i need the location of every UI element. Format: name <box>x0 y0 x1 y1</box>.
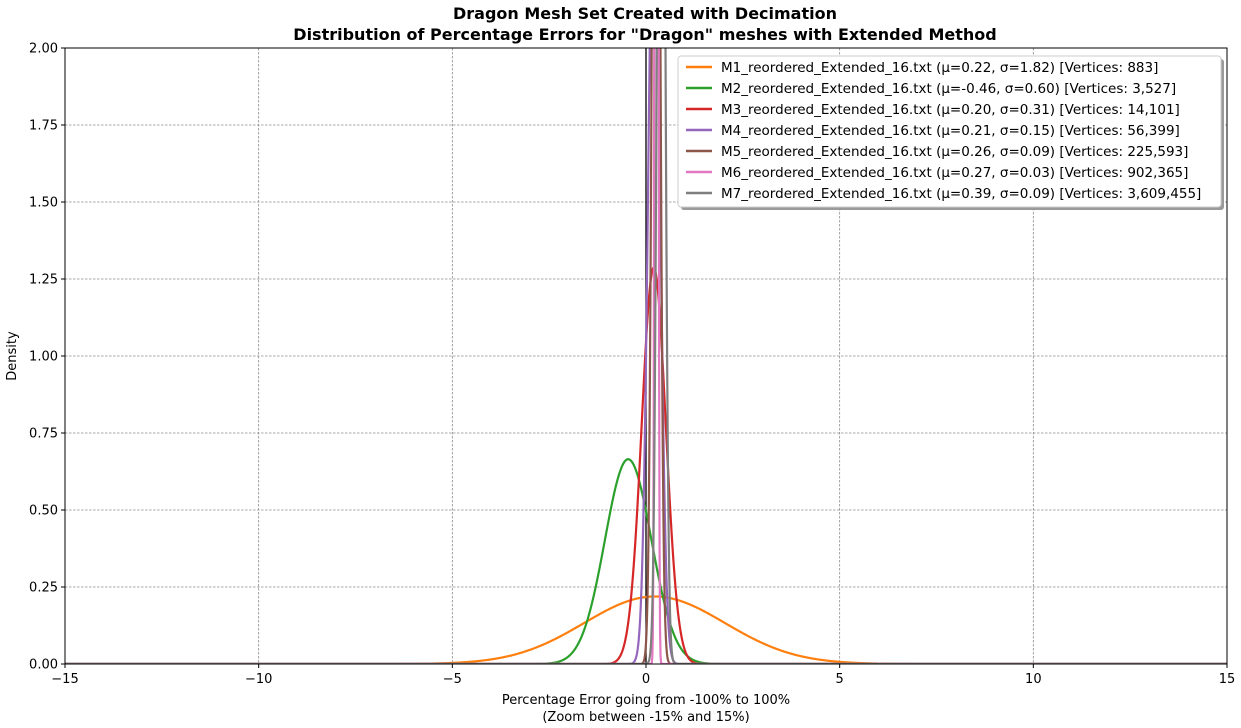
x-axis-label-line2: (Zoom between -15% and 15%) <box>542 710 749 725</box>
chart-title: Dragon Mesh Set Created with Decimation <box>453 4 837 23</box>
x-tick-label: −5 <box>443 672 462 687</box>
x-axis-label: Percentage Error going from -100% to 100… <box>502 693 790 708</box>
legend-label-5: M5_reordered_Extended_16.txt (μ=0.26, σ=… <box>721 144 1188 160</box>
chart-subtitle: Distribution of Percentage Errors for "D… <box>293 25 996 44</box>
x-tick-label: 5 <box>836 672 844 687</box>
legend-label-2: M2_reordered_Extended_16.txt (μ=-0.46, σ… <box>721 81 1176 97</box>
y-tick-label: 0.75 <box>29 427 58 442</box>
legend-label-7: M7_reordered_Extended_16.txt (μ=0.39, σ=… <box>721 186 1201 202</box>
series-line-2 <box>65 458 1227 664</box>
series-line-4 <box>65 48 1227 664</box>
y-tick-label: 1.00 <box>29 350 58 365</box>
y-tick-label: 0.50 <box>29 504 58 519</box>
x-tick-label: −10 <box>245 672 272 687</box>
x-tick-label: 10 <box>1025 672 1042 687</box>
series-line-1 <box>65 595 1227 664</box>
legend-box <box>677 55 1222 208</box>
legend: M1_reordered_Extended_16.txt (μ=0.22, σ=… <box>677 55 1224 210</box>
legend-label-4: M4_reordered_Extended_16.txt (μ=0.21, σ=… <box>721 123 1180 139</box>
legend-label-3: M3_reordered_Extended_16.txt (μ=0.20, σ=… <box>721 102 1180 118</box>
y-axis-label: Density <box>5 331 20 381</box>
legend-label-6: M6_reordered_Extended_16.txt (μ=0.27, σ=… <box>721 165 1188 181</box>
x-tick-label: 0 <box>642 672 650 687</box>
y-tick-label: 0.00 <box>29 658 58 673</box>
legend-label-1: M1_reordered_Extended_16.txt (μ=0.22, σ=… <box>721 60 1158 76</box>
y-tick-label: 0.25 <box>29 581 58 596</box>
x-axis-ticks: −15 −10 −5 0 5 10 15 <box>51 664 1235 687</box>
y-axis-ticks: 0.00 0.25 0.50 0.75 1.00 1.25 1.50 1.75 2.00 <box>29 42 65 673</box>
y-tick-label: 1.25 <box>29 273 58 288</box>
x-tick-label: −15 <box>51 672 78 687</box>
y-tick-label: 2.00 <box>29 42 58 57</box>
x-tick-label: 15 <box>1219 672 1236 687</box>
y-tick-label: 1.75 <box>29 119 58 134</box>
series-line-5 <box>65 48 1227 664</box>
y-tick-label: 1.50 <box>29 196 58 211</box>
